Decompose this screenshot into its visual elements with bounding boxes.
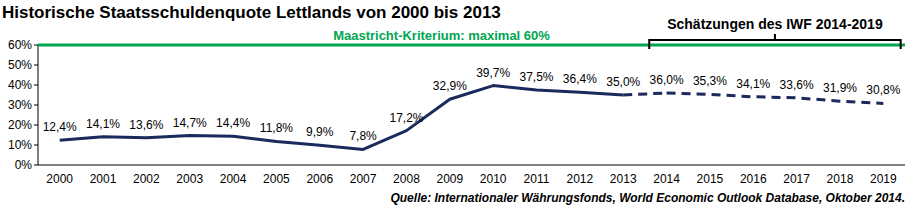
- y-tick: [34, 125, 38, 126]
- x-tick-label: 2000: [46, 172, 73, 186]
- x-tick-label: 2019: [870, 172, 897, 186]
- x-tick-label: 2017: [783, 172, 810, 186]
- x-tick-label: 2016: [740, 172, 767, 186]
- x-tick-label: 2015: [697, 172, 724, 186]
- y-tick-label: 50%: [8, 58, 32, 72]
- y-tick: [34, 165, 38, 166]
- data-label: 12,4%: [43, 120, 77, 134]
- data-label: 7,8%: [349, 129, 377, 143]
- y-tick-label: 30%: [8, 98, 32, 112]
- y-tick: [34, 85, 38, 86]
- x-tick-label: 2004: [220, 172, 247, 186]
- data-label: 34,1%: [736, 77, 770, 91]
- x-tick-label: 2018: [827, 172, 854, 186]
- y-tick-label: 20%: [8, 118, 32, 132]
- source: Quelle: Internationaler Währungsfonds, W…: [390, 191, 905, 205]
- x-tick-label: 2003: [176, 172, 203, 186]
- data-label: 30,8%: [866, 83, 900, 97]
- data-label: 13,6%: [129, 118, 163, 132]
- x-tick-label: 2012: [567, 172, 594, 186]
- x-axis: [38, 165, 905, 166]
- data-label: 9,9%: [306, 125, 334, 139]
- y-tick: [34, 65, 38, 66]
- data-label: 14,7%: [173, 116, 207, 130]
- line-connector: [623, 93, 666, 95]
- reference-line: [38, 44, 905, 47]
- data-label: 32,9%: [433, 79, 467, 93]
- data-label: 36,4%: [563, 72, 597, 86]
- data-label: 31,9%: [823, 81, 857, 95]
- bracket: [649, 34, 900, 49]
- series-line: [60, 86, 624, 150]
- y-tick: [34, 145, 38, 146]
- data-label: 11,8%: [260, 121, 293, 135]
- y-tick-label: 60%: [8, 38, 32, 52]
- x-tick-label: 2014: [653, 172, 680, 186]
- data-label: 39,7%: [476, 66, 510, 80]
- data-label: 14,1%: [86, 117, 120, 131]
- y-tick: [34, 105, 38, 106]
- chart: Historische Staatsschuldenquote Lettland…: [0, 0, 910, 208]
- reference-label: Maastricht-Kriterium: maximal 60%: [333, 28, 550, 43]
- y-axis: [38, 45, 39, 165]
- y-tick-label: 10%: [8, 138, 32, 152]
- series-group: [60, 86, 884, 150]
- y-tick-label: 0%: [15, 158, 33, 172]
- data-label: 36,0%: [650, 73, 684, 87]
- title: Historische Staatsschuldenquote Lettland…: [2, 3, 501, 22]
- x-tick-label: 2010: [480, 172, 507, 186]
- data-label: 17,2%: [389, 111, 423, 125]
- x-tick-label: 2013: [610, 172, 637, 186]
- data-label: 35,0%: [606, 75, 640, 89]
- x-tick-label: 2009: [436, 172, 463, 186]
- x-tick-label: 2006: [306, 172, 333, 186]
- series-name: Schätzungen des IWF 2014-2019: [667, 16, 883, 32]
- data-label: 37,5%: [520, 70, 554, 84]
- data-label: 35,3%: [693, 74, 727, 88]
- x-tick-label: 2002: [133, 172, 160, 186]
- y-tick-label: 40%: [8, 78, 32, 92]
- data-label: 14,4%: [216, 116, 250, 130]
- data-label: 33,6%: [780, 78, 814, 92]
- y-tick: [34, 45, 38, 46]
- x-tick-label: 2011: [524, 172, 550, 186]
- x-tick-label: 2005: [263, 172, 290, 186]
- x-tick-label: 2007: [350, 172, 377, 186]
- x-tick-label: 2008: [393, 172, 420, 186]
- x-tick-label: 2001: [90, 172, 117, 186]
